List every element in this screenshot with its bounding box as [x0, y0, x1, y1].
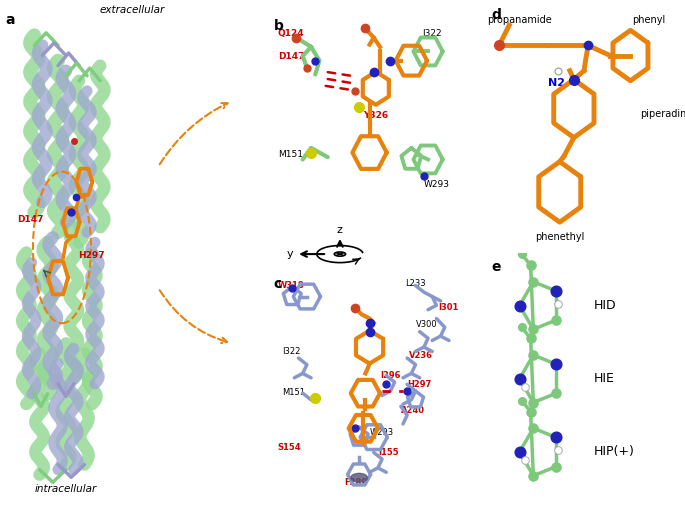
Text: W318: W318	[277, 281, 304, 290]
FancyBboxPatch shape	[259, 264, 480, 496]
Text: F289: F289	[345, 478, 367, 487]
Text: S154: S154	[277, 443, 301, 452]
Text: e: e	[491, 260, 501, 274]
Text: I296: I296	[380, 371, 401, 380]
Text: a: a	[5, 13, 15, 27]
Text: V236: V236	[409, 351, 433, 360]
Text: V300: V300	[416, 320, 437, 329]
Text: extracellular: extracellular	[99, 5, 164, 15]
Ellipse shape	[351, 473, 367, 482]
Text: W293: W293	[424, 180, 450, 189]
Text: I155: I155	[378, 448, 399, 457]
Text: N2: N2	[547, 78, 564, 88]
Text: W293: W293	[370, 428, 394, 437]
Text: phenyl: phenyl	[632, 15, 665, 25]
Text: I301: I301	[438, 302, 459, 312]
Text: M151: M151	[282, 388, 305, 397]
Text: piperadine: piperadine	[640, 109, 685, 119]
Text: b: b	[273, 19, 284, 33]
Text: propanamide: propanamide	[487, 15, 551, 25]
Text: HIP(+): HIP(+)	[594, 445, 635, 459]
Text: Q124: Q124	[277, 29, 304, 37]
Text: c: c	[273, 277, 282, 291]
Text: I322: I322	[282, 346, 300, 356]
Text: D147: D147	[17, 215, 44, 224]
Text: H297: H297	[407, 380, 432, 389]
Text: L233: L233	[405, 279, 425, 287]
Text: z: z	[337, 225, 343, 235]
Text: H297: H297	[78, 250, 104, 260]
Text: D147: D147	[277, 52, 304, 61]
Text: phenethyl: phenethyl	[535, 232, 584, 242]
Text: intracellular: intracellular	[35, 484, 97, 494]
Text: Y326: Y326	[363, 111, 388, 120]
Text: HIE: HIE	[594, 372, 615, 385]
Text: d: d	[491, 8, 501, 22]
Text: HID: HID	[594, 299, 616, 312]
Text: A240: A240	[401, 406, 425, 415]
Text: M151: M151	[277, 150, 303, 160]
FancyBboxPatch shape	[261, 6, 478, 244]
Text: y: y	[286, 249, 293, 259]
Text: I322: I322	[422, 29, 441, 37]
